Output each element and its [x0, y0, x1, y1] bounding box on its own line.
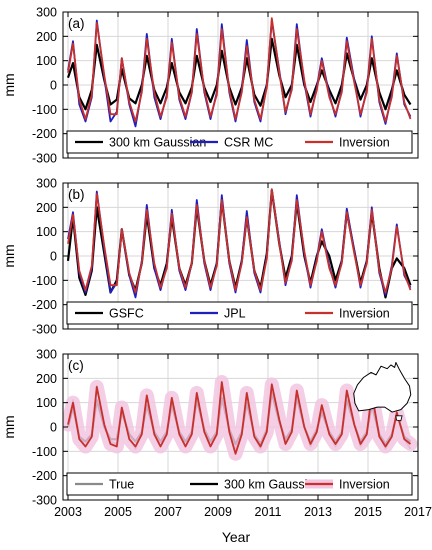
panel-1: -300 -200 -100 0 100 200 300 mm (a) 300 km Gaussi…: [1, 6, 419, 166]
y-tick-label: 100: [36, 54, 57, 68]
x-tick-label: 2017: [404, 505, 432, 519]
y-tick-label: 200: [36, 372, 57, 386]
y-tick-label: -100: [32, 103, 57, 117]
legend-label: True: [109, 478, 134, 492]
x-tick-label: 2007: [154, 505, 182, 519]
y-tick-label: 100: [36, 225, 57, 239]
series-line-inversion: [67, 188, 412, 294]
y-tick-label: -200: [32, 469, 57, 483]
y-axis-label: mm: [1, 244, 17, 267]
x-axis-label: Year: [222, 529, 251, 545]
y-tick-label: -100: [32, 274, 57, 288]
series-group: [66, 188, 412, 299]
y-tick-label: -300: [32, 494, 57, 508]
legend-box: [66, 130, 413, 154]
y-tick-label: 0: [50, 421, 57, 435]
legend: GSFC JPL Inversion: [66, 301, 413, 325]
y-tick-label: 300: [36, 6, 57, 20]
legend: 300 km Gaussian CSR MC Inversion: [66, 130, 413, 154]
y-tick-label: -100: [32, 445, 57, 459]
series-group: [63, 375, 418, 461]
x-tick-label: 2013: [304, 505, 332, 519]
australia-map-icon: [353, 361, 412, 422]
x-tick-label: 2011: [255, 505, 282, 519]
y-tick-label: 0: [50, 79, 57, 93]
y-tick-label: -300: [32, 323, 57, 337]
legend-label: 300 km Gaussian: [109, 136, 206, 150]
y-tick-label: 300: [36, 348, 57, 362]
legend-box: [66, 472, 413, 496]
legend-label: 300 km Gaussian: [224, 478, 321, 492]
y-tick-label: 200: [36, 30, 57, 44]
legend-label: CSR MC: [224, 136, 273, 150]
series-group: [66, 17, 412, 128]
legend-label: Inversion: [339, 307, 390, 321]
y-tick-label: -300: [32, 152, 57, 166]
legend: True 300 km Gaussian Inversion: [66, 472, 413, 496]
y-tick-label: -200: [32, 298, 57, 312]
panel-label: (b): [68, 187, 85, 202]
x-tick-label: 2005: [104, 505, 132, 519]
y-tick-label: -200: [32, 127, 57, 141]
legend-label: GSFC: [109, 307, 144, 321]
series-line-inversion: [67, 17, 412, 123]
legend-label: Inversion: [339, 136, 390, 150]
y-axis-label: mm: [1, 415, 17, 438]
panel-label: (c): [68, 358, 84, 373]
y-tick-label: 100: [36, 396, 57, 410]
y-tick-label: 300: [36, 177, 57, 191]
y-tick-label: 0: [50, 250, 57, 264]
legend-label: JPL: [224, 307, 246, 321]
series-line-inversion: [67, 381, 412, 455]
panel-3: -300 -200 -100 0 100 200 300 2003 2005 2007 2009 20…: [1, 348, 432, 520]
y-tick-label: 200: [36, 201, 57, 215]
legend-label: Inversion: [339, 478, 390, 492]
x-tick-label: 2015: [354, 505, 382, 519]
legend-box: [66, 301, 413, 325]
panel-label: (a): [68, 16, 85, 31]
x-tick-label: 2003: [54, 505, 82, 519]
panel-2: -300 -200 -100 0 100 200 300 mm (b) GSFC JPL Invers…: [1, 177, 419, 337]
x-tick-label: 2009: [204, 505, 232, 519]
y-axis-label: mm: [1, 73, 17, 96]
